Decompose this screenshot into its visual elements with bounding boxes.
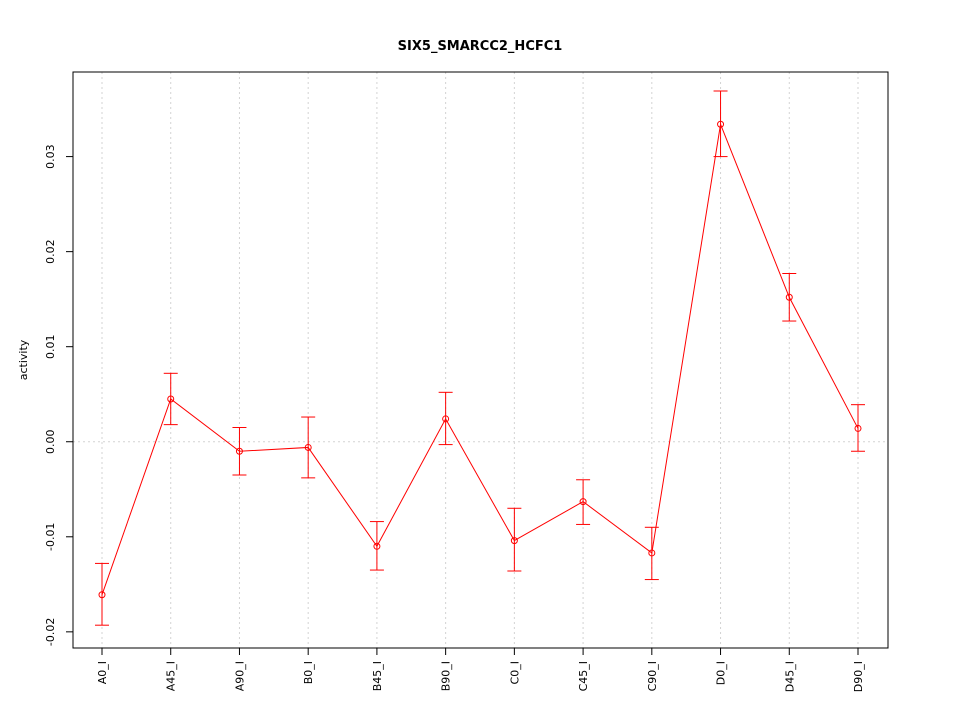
grid-layer: [73, 72, 888, 648]
y-tick-label: 0.01: [44, 334, 57, 359]
axes-layer: -0.02 -0.01 0.00 0.01 0.02 0.03 A0_I A45_I A90_I…: [44, 144, 865, 692]
y-tick-label: 0.00: [44, 429, 57, 454]
data-point: [98, 591, 106, 599]
x-tick-label: C90_I: [646, 661, 659, 691]
x-tick-label: B45_I: [371, 661, 384, 691]
y-axis-label: activity: [17, 339, 30, 380]
data-point: [854, 424, 862, 432]
x-tick-label: C0_I: [508, 661, 521, 684]
data-point: [579, 498, 587, 506]
y-tick-label: 0.03: [44, 144, 57, 169]
x-tick-label: A90_I: [233, 661, 246, 691]
data-point: [373, 542, 381, 550]
chart-title: SIX5_SMARCC2_HCFC1: [398, 39, 563, 54]
x-tick-label: D0_I: [715, 661, 728, 685]
x-tick-label: B0_I: [302, 661, 315, 684]
series-layer: [95, 90, 865, 626]
x-tick-label: B90_I: [440, 661, 453, 691]
data-point: [648, 549, 656, 557]
x-tick-label: C45_I: [577, 661, 590, 691]
x-tick-label: A45_I: [165, 661, 178, 691]
data-point: [785, 293, 793, 301]
data-point: [510, 537, 518, 545]
y-tick-label: -0.02: [44, 618, 57, 646]
data-point: [304, 443, 312, 451]
x-tick-label: D90_I: [852, 661, 865, 692]
plot-frame: [72, 71, 889, 649]
data-point: [717, 120, 725, 128]
data-point: [167, 395, 175, 403]
data-point: [442, 415, 450, 423]
x-tick-label: A0_I: [96, 661, 109, 684]
y-tick-label: -0.01: [44, 523, 57, 551]
x-tick-label: D45_I: [783, 661, 796, 692]
data-point: [235, 447, 243, 455]
series-line: [101, 122, 859, 595]
y-tick-label: 0.02: [44, 239, 57, 263]
